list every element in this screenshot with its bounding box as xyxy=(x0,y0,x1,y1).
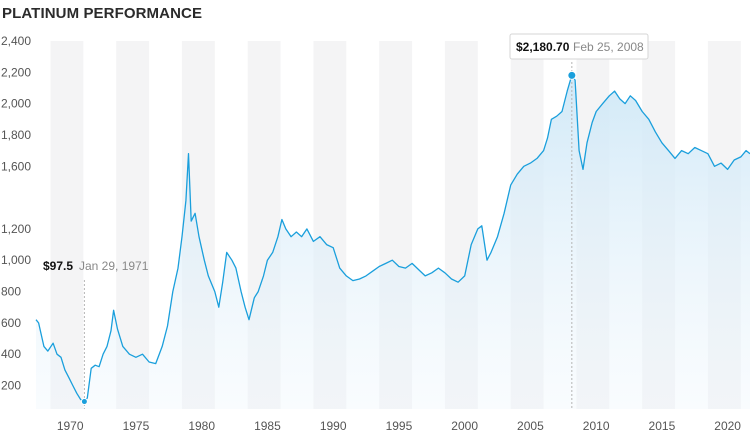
y-tick-label: 400 xyxy=(1,347,21,361)
annotation-date: Jan 29, 1971 xyxy=(79,259,149,273)
price-line xyxy=(35,74,750,403)
x-axis-ticks: 1970 1975 1980 1985 1990 1995 2000 2005 2010 2015… xyxy=(57,419,741,433)
grid-band xyxy=(50,41,84,409)
x-tick-label: 1985 xyxy=(254,419,281,433)
x-tick-label: 1980 xyxy=(188,419,215,433)
x-tick-label: 1995 xyxy=(386,419,413,433)
y-tick-label: 1,200 xyxy=(1,222,31,236)
chart-title: PLATINUM PERFORMANCE xyxy=(2,5,203,22)
annotations: $97.5 Jan 29, 1971 $2,180.70 Feb 25, 2008 xyxy=(43,33,649,409)
y-tick-label: 800 xyxy=(1,285,21,299)
line-layer xyxy=(35,74,750,403)
y-tick-label: 2,200 xyxy=(1,65,31,79)
x-tick-label: 2010 xyxy=(583,419,610,433)
y-tick-label: 200 xyxy=(1,379,21,393)
annotation-date: Feb 25, 2008 xyxy=(573,40,644,54)
x-tick-label: 2015 xyxy=(649,419,676,433)
y-tick-label: 600 xyxy=(1,316,21,330)
y-tick-label: 2,400 xyxy=(1,34,31,48)
annotation-point xyxy=(567,70,577,80)
x-tick-label: 1970 xyxy=(57,419,84,433)
annotation-value: $2,180.70 xyxy=(516,40,570,54)
y-tick-label: 1,800 xyxy=(1,128,31,142)
x-tick-label: 2005 xyxy=(517,419,544,433)
x-tick-label: 1975 xyxy=(123,419,150,433)
annotation-point xyxy=(80,398,88,406)
annotation-tooltip-box xyxy=(509,33,649,60)
y-tick-label: 1,600 xyxy=(1,159,31,173)
x-tick-label: 2000 xyxy=(451,419,478,433)
x-tick-label: 2020 xyxy=(714,419,741,433)
annotation-value: $97.5 xyxy=(43,259,73,273)
y-axis-ticks: 2,400 2,200 2,000 1,800 1,600 1,200 1,000 800 60… xyxy=(1,34,31,393)
y-tick-label: 1,000 xyxy=(1,253,31,267)
y-tick-label: 2,000 xyxy=(1,97,31,111)
x-tick-label: 1990 xyxy=(320,419,347,433)
